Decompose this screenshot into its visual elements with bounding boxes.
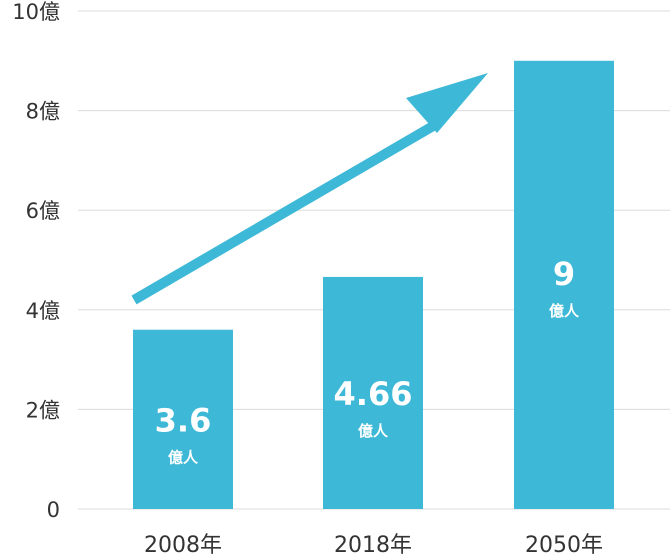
bar [323,276,423,509]
x-tick-label: 2018年 [334,533,412,558]
trend-arrow-shaft [131,117,443,305]
bar [133,329,233,509]
trend-arrow [131,73,488,305]
bar-unit-label: 億人 [168,448,199,466]
bar-value-label: 9 [553,255,575,293]
y-tick-label: 6億 [26,199,60,223]
y-tick-label: 0 [47,498,60,522]
x-axis-ticks: 2008年 2018年 2050年 [144,533,603,558]
x-tick-label: 2008年 [144,533,222,558]
y-tick-label: 10億 [12,0,60,24]
y-tick-label: 2億 [26,398,60,422]
bar-unit-label: 億人 [549,302,580,320]
y-axis-ticks: 0 2億 4億 6億 8億 10億 [12,0,60,522]
y-tick-label: 4億 [26,299,60,323]
bar [514,60,614,510]
bars: 3.6 億人 4.66 億人 9 億人 [133,60,614,510]
bar-value-label: 3.6 [155,401,212,439]
bar-unit-label: 億人 [358,422,389,440]
trend-arrow-head [406,73,488,133]
x-tick-label: 2050年 [525,533,603,558]
bar-value-label: 4.66 [334,375,413,413]
y-tick-label: 8億 [26,100,60,124]
